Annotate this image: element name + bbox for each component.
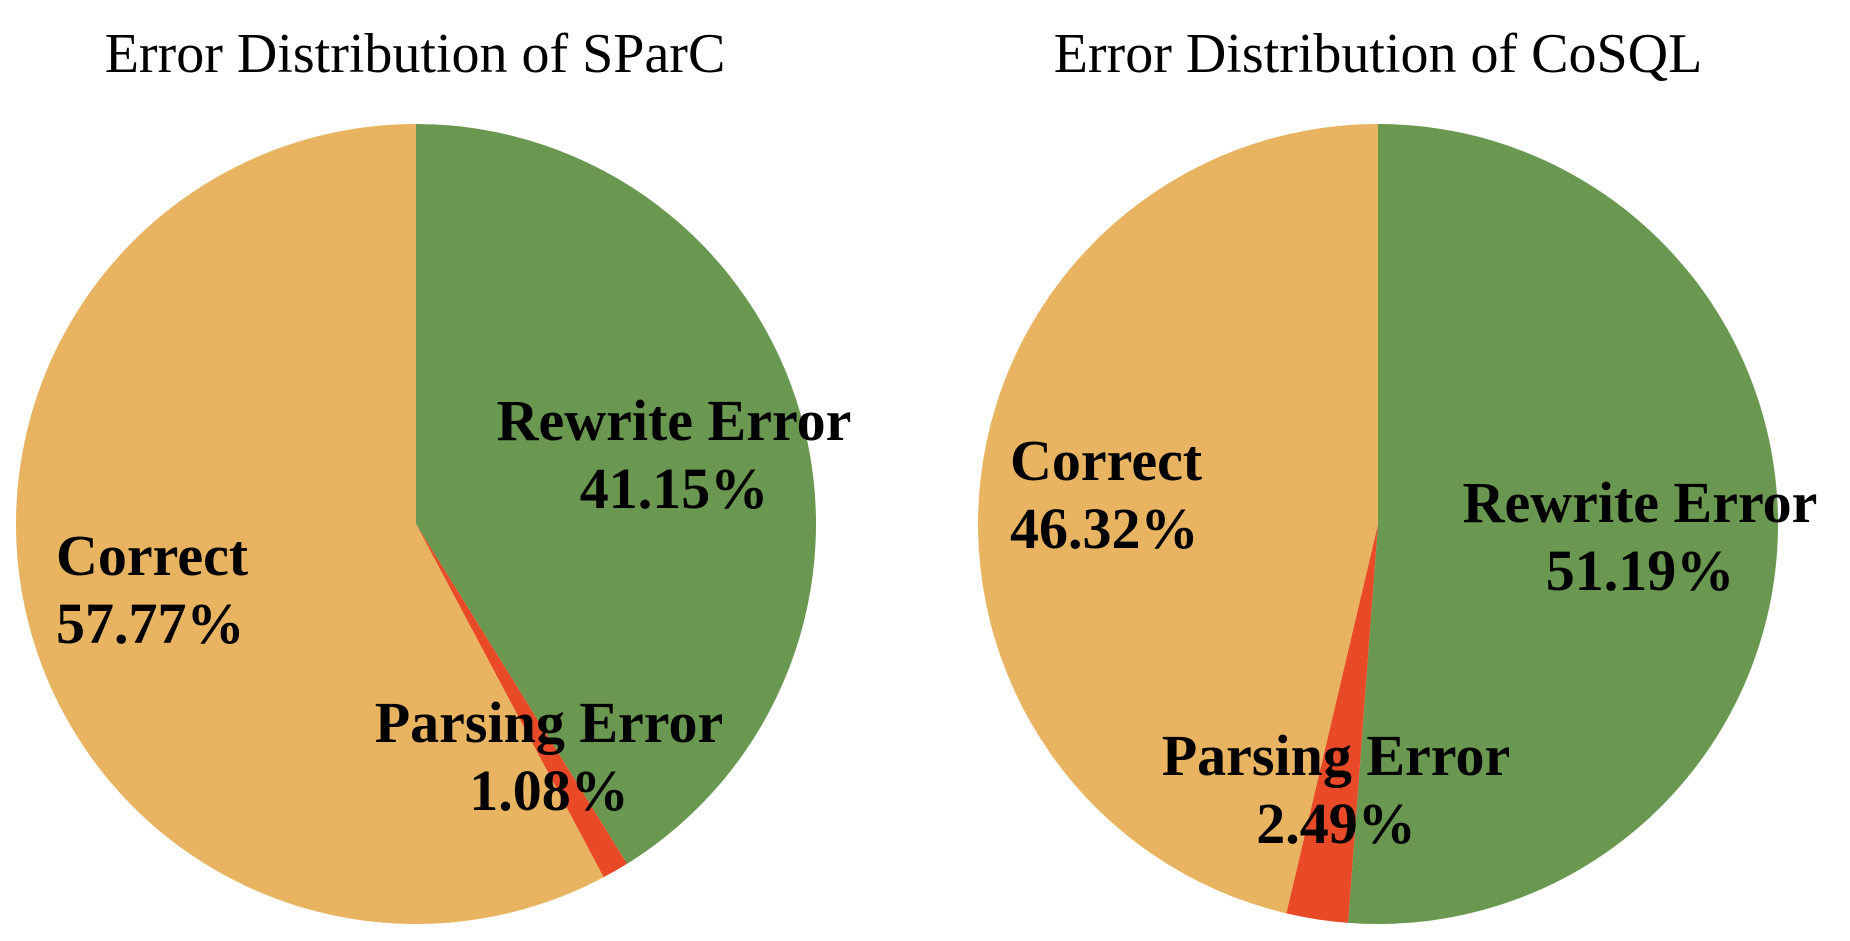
cosql-label-rewrite-error-name: Rewrite Error [1463,470,1818,535]
sparc-pie-chart: Error Distribution of SParC Rewrite Erro… [16,23,851,924]
sparc-chart-title: Error Distribution of SParC [105,23,726,85]
sparc-slice-parsing-error [416,524,628,878]
sparc-label-correct-name: Correct [56,523,249,588]
sparc-label-correct-value: 57.77% [56,591,245,656]
cosql-slices [978,124,1779,924]
cosql-label-rewrite-error-value: 51.19% [1546,538,1735,603]
cosql-label-parsing-error-value: 2.49% [1256,791,1416,856]
sparc-slices [16,123,817,924]
sparc-label-parsing-error-name: Parsing Error [375,690,723,755]
cosql-label-parsing-error-name: Parsing Error [1162,723,1510,788]
cosql-label-correct-name: Correct [1010,428,1203,493]
cosql-chart-title: Error Distribution of CoSQL [1054,23,1703,85]
cosql-slice-parsing-error [1286,524,1378,923]
cosql-pie-chart: Error Distribution of CoSQL Rewrite Erro… [978,23,1817,924]
sparc-labels: Rewrite Error 41.15% Parsing Error 1.08%… [56,388,851,823]
sparc-label-rewrite-error-value: 41.15% [580,456,769,521]
cosql-slice-rewrite-error [1348,124,1779,924]
cosql-labels: Rewrite Error 51.19% Parsing Error 2.49%… [1010,428,1817,856]
sparc-label-parsing-error-value: 1.08% [469,758,629,823]
sparc-label-rewrite-error-name: Rewrite Error [497,388,852,453]
cosql-slice-correct [978,124,1378,914]
sparc-slice-rewrite-error [416,123,817,864]
cosql-label-correct-value: 46.32% [1010,496,1199,561]
sparc-slice-correct [16,124,604,924]
